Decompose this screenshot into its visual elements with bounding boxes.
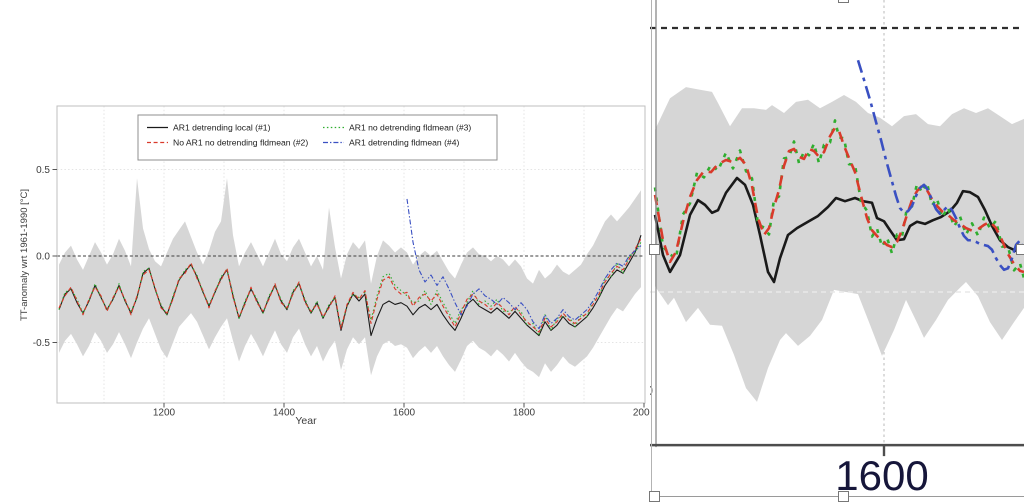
x-axis-title: Year xyxy=(295,415,317,427)
right-zoomed-figure-selected-image[interactable]: 16000.0 xyxy=(649,0,1024,502)
x-tick-label: 1800 xyxy=(513,408,536,419)
selection-handle-left-middle[interactable] xyxy=(649,244,660,255)
legend-entry-label: AR1 detrending local (#1) xyxy=(173,123,271,133)
x-tick-label-1600: 1600 xyxy=(835,452,928,499)
plot-border xyxy=(56,105,646,404)
x-tick-label: 2000 xyxy=(633,408,655,419)
series-line-1 xyxy=(653,176,1024,284)
legend-entry-label: AR1 no detrending fldmean (#3) xyxy=(349,123,471,133)
selection-border-bottom xyxy=(650,496,1024,497)
selection-handle-top-middle[interactable] xyxy=(838,0,849,3)
legend-box xyxy=(137,114,498,161)
x-tick-label: 1600 xyxy=(393,408,416,419)
series-line-3 xyxy=(58,238,642,333)
x-tick-label: 1400 xyxy=(273,408,296,419)
y-tick-label: 0.0 xyxy=(36,252,50,263)
uncertainty-band xyxy=(655,87,1024,402)
series-line-3 xyxy=(653,126,1024,274)
series-line-2 xyxy=(653,119,1024,279)
left-chart-figure[interactable]: 1200 1400 1600 1800 2000 0.5 0.0 -0.5 Year TT-ano… xyxy=(0,0,655,430)
legend-entry-label: No AR1 no detrending fldmean (#2) xyxy=(173,138,308,148)
selection-handle-right-middle[interactable] xyxy=(1016,244,1024,255)
legend-entry-label: AR1 detrending fldmean (#4) xyxy=(349,138,459,148)
series-line-4 xyxy=(406,198,642,330)
y-tick-label: -0.5 xyxy=(33,338,51,349)
uncertainty-band xyxy=(59,178,641,378)
selection-handle-bottom-left[interactable] xyxy=(649,491,660,502)
y-axis-title: TT-anomaly wrt 1961-1990 [°C] xyxy=(19,189,30,321)
x-tick-label: 1200 xyxy=(153,408,176,419)
selection-handle-bottom-middle[interactable] xyxy=(838,491,849,502)
y-tick-label: 0.5 xyxy=(36,165,50,176)
series-line-4 xyxy=(856,59,1024,272)
right-chart-svg: 16000.0 xyxy=(650,0,1024,499)
